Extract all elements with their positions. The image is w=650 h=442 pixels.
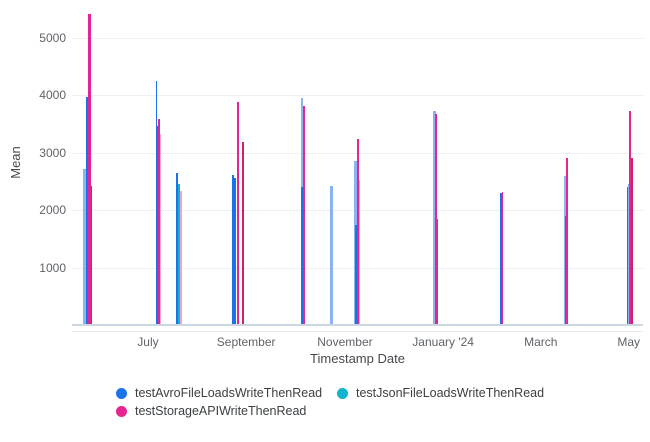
bar-storage[interactable]: [630, 157, 633, 324]
bar-avro[interactable]: [628, 183, 630, 324]
x-tick-label: March: [524, 335, 558, 349]
bar-storage[interactable]: [436, 218, 439, 324]
bar-avro[interactable]: [155, 81, 158, 324]
legend-label: testJsonFileLoadsWriteThenRead: [356, 386, 545, 400]
gridline: [72, 38, 643, 39]
x-axis-line: [72, 331, 643, 332]
bar-avro[interactable]: [231, 175, 234, 324]
legend-label: testStorageAPIWriteThenRead: [135, 404, 307, 418]
y-tick-label: 5000: [39, 31, 66, 45]
bar-storage[interactable]: [157, 119, 160, 324]
bar-storage[interactable]: [501, 192, 504, 324]
bar-avro[interactable]: [156, 126, 159, 324]
legend-swatch-icon: [337, 388, 348, 399]
bar-avro[interactable]: [301, 187, 304, 324]
x-axis-baseline: [72, 324, 643, 326]
x-axis-title: Timestamp Date: [310, 351, 405, 366]
bar-storage[interactable]: [88, 13, 91, 324]
y-tick-label: 2000: [39, 203, 66, 217]
legend-swatch-icon: [116, 406, 127, 417]
bar-avro[interactable]: [626, 186, 629, 324]
bar-avro[interactable]: [500, 193, 503, 324]
bar-avro[interactable]: [330, 186, 333, 324]
legend-label: testAvroFileLoadsWriteThenRead: [135, 386, 323, 400]
legend-swatch-icon: [116, 388, 127, 399]
bar-storage[interactable]: [158, 134, 162, 324]
x-tick-label: May: [617, 335, 641, 349]
gridline: [72, 95, 643, 96]
bar-avro[interactable]: [233, 178, 236, 324]
legend-item-storage[interactable]: testStorageAPIWriteThenRead: [116, 405, 306, 418]
x-tick-label: September: [216, 335, 276, 349]
bar-avro[interactable]: [176, 173, 179, 324]
bar-storage[interactable]: [303, 105, 306, 324]
y-tick-label: 3000: [39, 146, 66, 160]
bar-storage[interactable]: [565, 157, 568, 324]
bar-storage[interactable]: [180, 191, 182, 324]
bar-storage[interactable]: [90, 186, 92, 324]
plot-area: [72, 0, 643, 325]
legend-item-avro[interactable]: testAvroFileLoadsWriteThenRead: [116, 387, 322, 400]
bar-storage[interactable]: [236, 101, 239, 324]
legend-item-json[interactable]: testJsonFileLoadsWriteThenRead: [337, 387, 544, 400]
bar-avro[interactable]: [564, 216, 567, 324]
bar-storage[interactable]: [629, 111, 632, 324]
y-tick-label: 4000: [39, 88, 66, 102]
bar-avro[interactable]: [83, 168, 86, 324]
y-tick-label: 1000: [39, 261, 66, 275]
bar-storage[interactable]: [356, 139, 359, 324]
x-tick-label: January '24: [412, 335, 474, 349]
bar-json[interactable]: [178, 184, 180, 324]
bar-avro[interactable]: [433, 110, 436, 324]
bar-storage[interactable]: [435, 113, 438, 324]
y-axis-labels: 1000 2000 3000 4000 5000: [0, 0, 66, 325]
x-tick-label: November: [317, 335, 373, 349]
bar-avro[interactable]: [354, 224, 358, 324]
bar-storage[interactable]: [242, 141, 245, 324]
x-tick-label: July: [137, 335, 159, 349]
bar-avro[interactable]: [86, 97, 89, 324]
